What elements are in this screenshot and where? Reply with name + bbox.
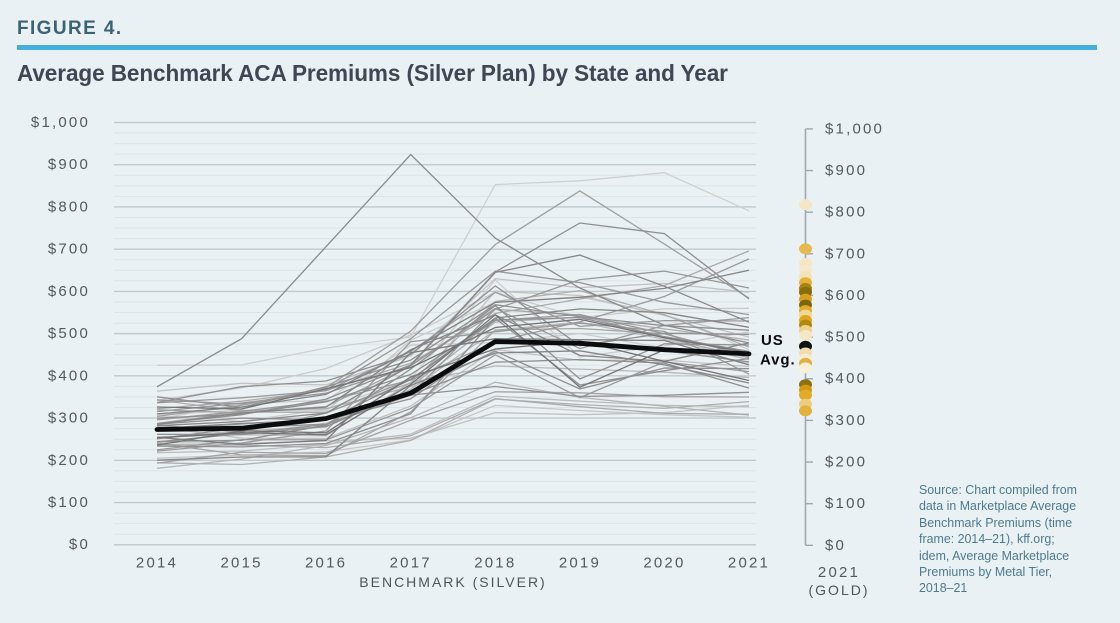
svg-text:$0: $0: [825, 537, 846, 554]
svg-text:$1,000: $1,000: [31, 114, 90, 131]
svg-text:$400: $400: [48, 367, 90, 384]
svg-text:Avg.: Avg.: [760, 352, 796, 369]
svg-text:$400: $400: [825, 370, 867, 387]
svg-text:$500: $500: [48, 325, 90, 342]
svg-text:$800: $800: [48, 198, 90, 215]
svg-text:$500: $500: [825, 329, 867, 346]
svg-text:US: US: [761, 332, 784, 349]
svg-text:2018: 2018: [474, 555, 516, 572]
svg-text:$200: $200: [825, 454, 867, 471]
svg-text:2020: 2020: [643, 555, 685, 572]
svg-text:(GOLD): (GOLD): [809, 582, 870, 598]
svg-text:2019: 2019: [559, 555, 601, 572]
svg-text:$200: $200: [48, 452, 90, 469]
svg-text:2021: 2021: [728, 555, 770, 572]
svg-text:$700: $700: [825, 245, 867, 262]
svg-text:2017: 2017: [390, 555, 432, 572]
svg-text:$600: $600: [48, 283, 90, 300]
svg-text:$0: $0: [69, 536, 90, 553]
svg-text:2015: 2015: [221, 555, 263, 572]
svg-text:$900: $900: [825, 162, 867, 179]
svg-text:$1,000: $1,000: [825, 120, 884, 137]
svg-text:2016: 2016: [305, 555, 347, 572]
svg-text:2014: 2014: [136, 555, 178, 572]
svg-text:$800: $800: [825, 204, 867, 221]
svg-text:$900: $900: [48, 156, 90, 173]
svg-text:$600: $600: [825, 287, 867, 304]
svg-text:$300: $300: [48, 410, 90, 427]
svg-text:BENCHMARK (SILVER): BENCHMARK (SILVER): [359, 574, 546, 590]
svg-text:$300: $300: [825, 412, 867, 429]
svg-text:$700: $700: [48, 241, 90, 258]
svg-text:$100: $100: [48, 494, 90, 511]
svg-text:$100: $100: [825, 495, 867, 512]
svg-text:2021: 2021: [818, 564, 860, 581]
